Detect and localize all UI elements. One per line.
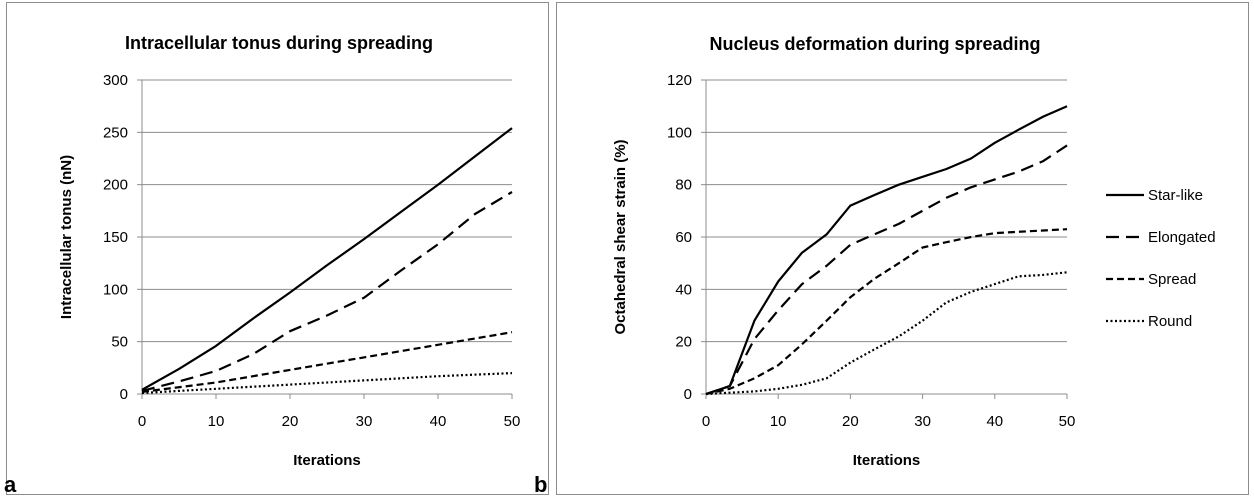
x-tick-label: 50: [504, 413, 521, 430]
chart-panel-b: Nucleus deformation during spreading 0 20 4…: [556, 2, 1249, 495]
y-tick-label: 200: [103, 177, 128, 194]
chart-title: Nucleus deformation during spreading: [709, 34, 1040, 54]
y-tick-label: 80: [675, 177, 692, 194]
panel-label-b: b: [534, 472, 548, 497]
x-tick-label: 50: [1059, 413, 1076, 430]
x-tick-label: 10: [770, 413, 787, 430]
x-tick-label: 30: [914, 413, 931, 430]
legend-label: Round: [1148, 313, 1192, 330]
x-tick-label: 40: [430, 413, 447, 430]
legend-label: Elongated: [1148, 229, 1216, 246]
y-tick-label: 50: [111, 334, 128, 351]
series-line-spread: [705, 228, 1068, 396]
y-tick-label: 0: [120, 386, 128, 403]
y-tick-label: 40: [675, 281, 692, 298]
series-line-elongated: [705, 144, 1068, 396]
y-tick-label: 250: [103, 124, 128, 141]
y-tick-label: 150: [103, 229, 128, 246]
chart-title: Intracellular tonus during spreading: [125, 33, 433, 53]
y-tick-label: 120: [667, 72, 692, 89]
y-axis-label: Intracellular tonus (nN): [58, 155, 75, 319]
series-line-elongated: [141, 191, 513, 392]
panel-label-a: a: [4, 472, 17, 497]
series-line-star-like: [705, 105, 1068, 396]
tonus-chart: Intracellular tonus during spreading 0 50 1…: [58, 33, 521, 469]
x-axis-label: Iterations: [293, 452, 361, 469]
y-tick-label: 100: [103, 281, 128, 298]
x-tick-label: 10: [208, 413, 225, 430]
y-axis-label: Octahedral shear strain (%): [612, 139, 629, 334]
series-line-round: [141, 372, 513, 395]
x-axis-label: Iterations: [853, 452, 921, 469]
y-tick-label: 300: [103, 72, 128, 89]
legend-label: Star-like: [1148, 187, 1203, 204]
x-tick-label: 40: [986, 413, 1003, 430]
series-line-spread: [141, 331, 513, 393]
x-tick-label: 30: [356, 413, 373, 430]
series-line-star-like: [141, 127, 513, 391]
x-tick-label: 20: [282, 413, 299, 430]
y-tick-label: 100: [667, 124, 692, 141]
chart-panel-a: Intracellular tonus during spreading 0 50 1…: [6, 2, 549, 495]
y-tick-label: 20: [675, 334, 692, 351]
y-tick-label: 60: [675, 229, 692, 246]
series-line-round: [705, 271, 1068, 396]
x-tick-label: 0: [702, 413, 710, 430]
deformation-chart: Nucleus deformation during spreading 0 20 4…: [612, 34, 1216, 469]
legend-label: Spread: [1148, 271, 1196, 288]
x-tick-label: 0: [138, 413, 146, 430]
x-tick-label: 20: [842, 413, 859, 430]
y-tick-label: 0: [684, 386, 692, 403]
